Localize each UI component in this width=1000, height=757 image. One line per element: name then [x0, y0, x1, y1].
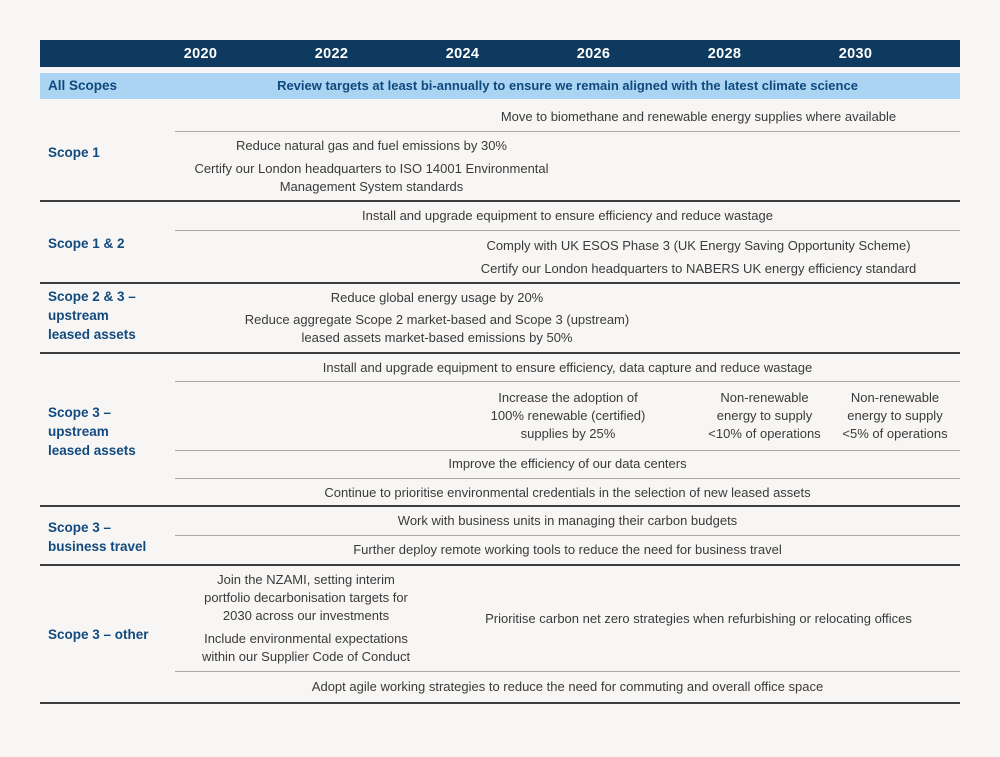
- year-header-2028: 2028: [707, 45, 742, 62]
- scope2-3-initiative-emissions-50: Reduce aggregate Scope 2 market-based an…: [244, 312, 630, 345]
- scope3-other-initiative-supplier-code: Include environmental expectations withi…: [201, 631, 411, 664]
- year-header-2020: 2020: [183, 45, 218, 62]
- scope3-other-initiative-nzami: Join the NZAMI, setting interim portfoli…: [204, 572, 408, 623]
- section-divider: [40, 282, 960, 284]
- scope3-travel-initiative-remote-working: Further deploy remote working tools to r…: [353, 542, 782, 557]
- scope1-2-initiative-equipment: Install and upgrade equipment to ensure …: [362, 208, 773, 223]
- scope3-upstream-initiative-data-centers: Improve the efficiency of our data cente…: [448, 456, 687, 471]
- climate-targets-table: 2020 2022 2024 2026 2028 2030 All Scopes…: [40, 40, 960, 712]
- year-header-2026: 2026: [576, 45, 611, 62]
- section-divider: [40, 352, 960, 354]
- scope1-2-initiative-nabers: Certify our London headquarters to NABER…: [480, 261, 917, 276]
- scope2-3-label: Scope 2 & 3 – upstream leased assets: [48, 289, 136, 342]
- scope1-initiative-natural-gas: Reduce natural gas and fuel emissions by…: [236, 138, 507, 153]
- row-divider: [175, 671, 960, 672]
- scope1-2-label: Scope 1 & 2: [48, 236, 125, 251]
- scope2-3-initiative-energy-usage: Reduce global energy usage by 20%: [330, 290, 544, 305]
- section-divider: [40, 564, 960, 566]
- scope3-upstream-initiative-nonrenewable-10: Non-renewable energy to supply <10% of o…: [708, 390, 821, 441]
- year-header-2030: 2030: [838, 45, 873, 62]
- all-scopes-note: Review targets at least bi-annually to e…: [277, 78, 858, 93]
- scope3-upstream-label: Scope 3 – upstream leased assets: [48, 405, 136, 458]
- all-scopes-label: All Scopes: [48, 78, 118, 93]
- all-scopes-band: All Scopes Review targets at least bi-an…: [40, 73, 960, 99]
- scope3-upstream-initiative-nonrenewable-5: Non-renewable energy to supply <5% of op…: [842, 390, 948, 441]
- row-divider: [175, 535, 960, 536]
- row-divider: [175, 478, 960, 479]
- row-divider: [175, 381, 960, 382]
- row-divider: [175, 230, 960, 231]
- scope3-other-initiative-net-zero-offices: Prioritise carbon net zero strategies wh…: [485, 611, 912, 626]
- scope1-label: Scope 1: [48, 145, 100, 160]
- section-divider: [40, 200, 960, 202]
- year-header-bar: 2020 2022 2024 2026 2028 2030: [40, 40, 960, 67]
- scope3-other-label: Scope 3 – other: [48, 627, 149, 642]
- section-divider: [40, 702, 960, 704]
- scope3-upstream-initiative-renewable-25: Increase the adoption of 100% renewable …: [490, 390, 646, 441]
- row-divider: [175, 450, 960, 451]
- scope3-upstream-initiative-credentials: Continue to prioritise environmental cre…: [324, 485, 811, 500]
- scope1-initiative-biomethane: Move to biomethane and renewable energy …: [500, 109, 897, 124]
- year-header-2024: 2024: [445, 45, 480, 62]
- row-divider: [175, 131, 960, 132]
- scope3-other-initiative-agile-working: Adopt agile working strategies to reduce…: [311, 679, 824, 694]
- scope3-travel-initiative-carbon-budgets: Work with business units in managing the…: [397, 513, 738, 528]
- scope3-travel-label: Scope 3 – business travel: [48, 520, 147, 554]
- scope3-upstream-initiative-equipment: Install and upgrade equipment to ensure …: [322, 360, 813, 375]
- scope1-2-initiative-esos: Comply with UK ESOS Phase 3 (UK Energy S…: [486, 238, 911, 253]
- year-header-2022: 2022: [314, 45, 349, 62]
- section-divider: [40, 505, 960, 507]
- scope1-initiative-iso14001: Certify our London headquarters to ISO 1…: [194, 161, 549, 194]
